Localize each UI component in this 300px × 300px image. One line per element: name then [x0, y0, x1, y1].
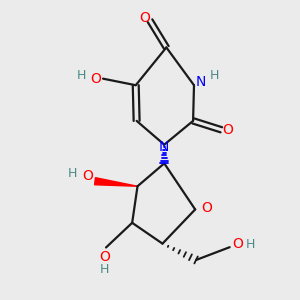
Polygon shape	[94, 178, 137, 186]
Text: H: H	[209, 69, 219, 82]
Text: O: O	[99, 250, 110, 264]
Text: N: N	[158, 140, 169, 154]
Text: O: O	[91, 72, 102, 86]
Text: O: O	[222, 123, 233, 137]
Text: O: O	[232, 237, 243, 251]
Text: O: O	[82, 169, 93, 184]
Text: N: N	[195, 75, 206, 89]
Text: O: O	[202, 201, 213, 215]
Text: H: H	[100, 263, 109, 276]
Text: H: H	[68, 167, 77, 180]
Text: H: H	[76, 69, 86, 82]
Text: H: H	[246, 238, 255, 251]
Text: O: O	[139, 11, 150, 25]
